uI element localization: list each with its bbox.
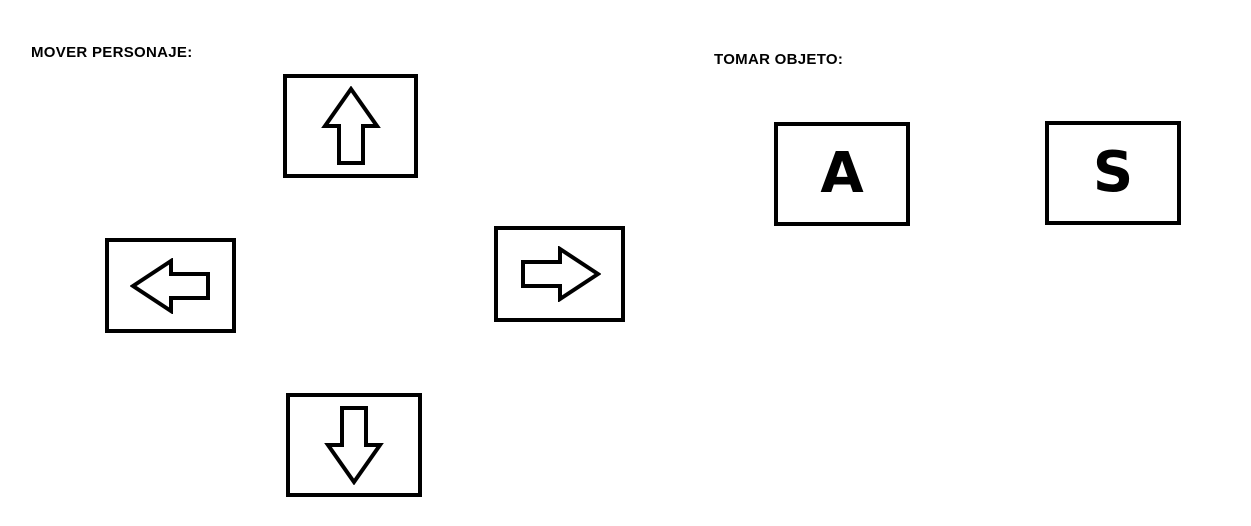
move-character-label: MOVER PERSONAJE: <box>31 44 193 61</box>
key-a: A <box>774 122 910 226</box>
key-right <box>494 226 625 322</box>
arrow-down-icon <box>324 406 384 485</box>
key-s: S <box>1045 121 1181 225</box>
arrow-up-icon <box>320 86 381 165</box>
key-a-label: A <box>820 141 864 206</box>
arrow-right-icon <box>520 246 601 302</box>
take-object-label: TOMAR OBJETO: <box>714 51 844 68</box>
arrow-left-icon <box>129 257 210 314</box>
key-up <box>283 74 418 178</box>
key-left <box>105 238 236 333</box>
key-down <box>286 393 422 497</box>
key-s-label: S <box>1092 140 1134 205</box>
